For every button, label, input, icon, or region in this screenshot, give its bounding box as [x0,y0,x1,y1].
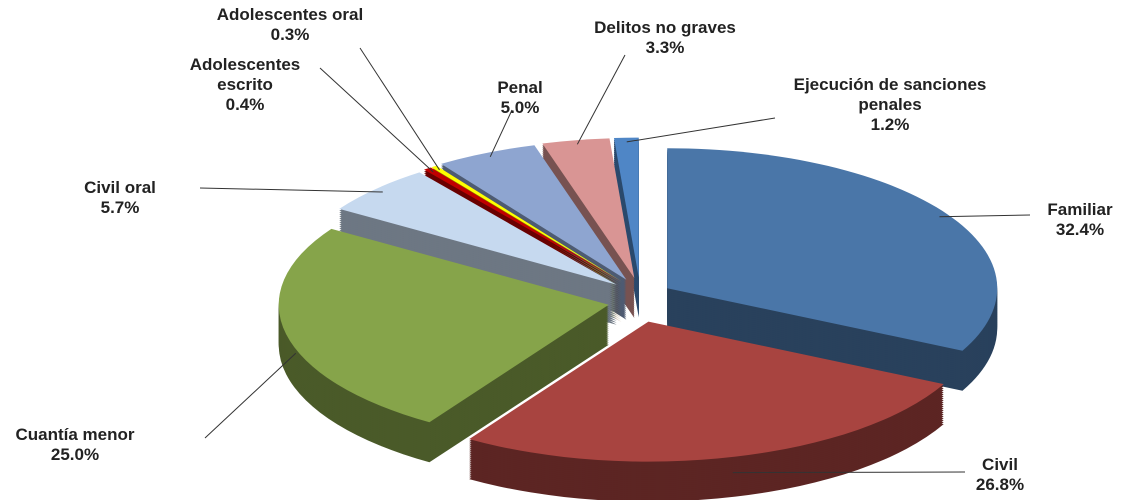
leader-line [489,109,513,158]
slice [613,137,639,278]
slice-label: Ejecución de sanciones penales 1.2% [770,75,1010,135]
slice [431,165,622,282]
value-label: 5.0% [500,98,540,117]
leader-line [939,214,1031,218]
slice-side [424,169,622,284]
category-name: Cuantía menor [15,425,135,444]
value-label: 25.0% [50,445,100,464]
slice-label: Adolescentes oral 0.3% [205,5,375,45]
value-label: 0.4% [225,95,265,114]
category-name: Civil oral [84,178,156,197]
slice [278,228,609,423]
leader-line [199,187,383,193]
category-name: Delitos no graves [594,18,736,37]
slice-side [424,171,622,286]
slice [424,167,622,282]
slice [542,138,635,278]
category-name: Adolescentes oral [216,5,364,24]
slice-label: Civil oral 5.7% [40,178,200,218]
slice [441,145,627,280]
value-label: 3.3% [645,38,685,57]
slice-label: Penal 5.0% [480,78,560,118]
slice-label: Familiar 32.4% [1020,200,1130,240]
slice-label: Adolescentes escrito 0.4% [170,55,320,115]
slice [339,172,617,285]
leader-line [732,471,966,474]
slice [469,321,944,462]
leader-line [359,47,440,171]
value-label: 0.3% [270,25,310,44]
category-name: Adolescentes escrito [189,55,301,94]
slice-label: Delitos no graves 3.3% [575,18,755,58]
slice-label: Cuantía menor 25.0% [0,425,150,465]
value-label: 5.7% [100,198,140,217]
leader-line [576,54,626,145]
value-label: 1.2% [870,115,910,134]
slice [667,148,998,351]
category-name: Penal [497,78,543,97]
value-label: 32.4% [1055,220,1105,239]
category-name: Ejecución de sanciones penales [793,75,987,114]
slice-label: Civil 26.8% [950,455,1050,495]
leader-line [204,352,297,439]
value-label: 26.8% [975,475,1025,494]
leader-line [626,117,776,143]
category-name: Civil [982,455,1018,474]
category-name: Familiar [1047,200,1113,219]
leader-line [319,67,434,173]
